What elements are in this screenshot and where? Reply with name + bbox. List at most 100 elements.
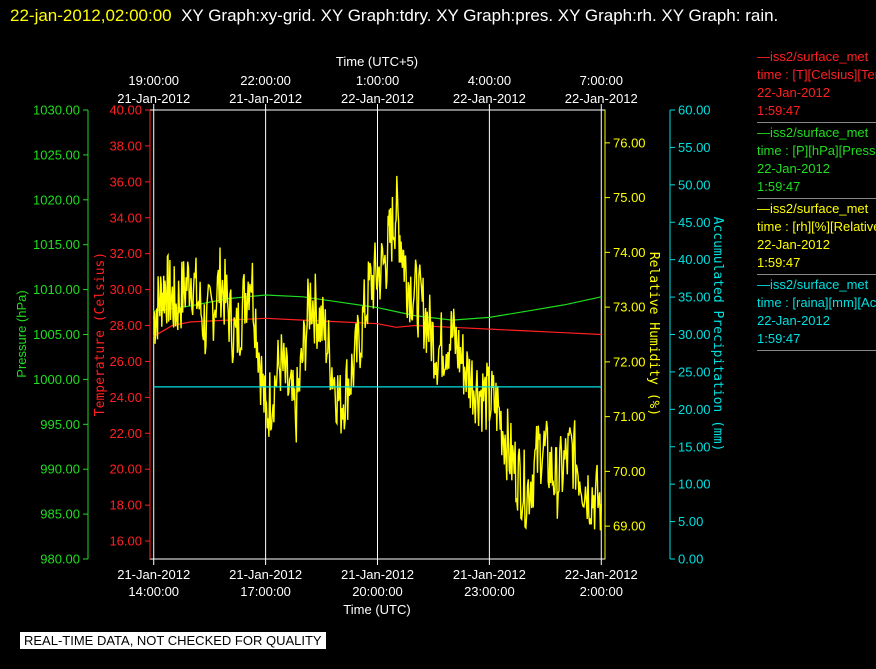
rh-tick-label: 72.00 <box>613 354 646 369</box>
rh-tick-label: 69.00 <box>613 519 646 534</box>
legend-name: —iss2/surface_met <box>757 125 869 140</box>
pressure-tick-label: 1030.00 <box>33 103 80 118</box>
legend-field: time : [T][Celsius][Temp] <box>757 67 876 82</box>
legend-field: time : [rh][%][Relative] <box>757 219 876 234</box>
legend-field: time : [raina][mm][Accum] <box>757 295 876 310</box>
pressure-tick-label: 1020.00 <box>33 192 80 207</box>
legend-time: 1:59:47 <box>757 331 801 346</box>
series-line-pres <box>153 294 602 321</box>
legend-time: 1:59:47 <box>757 103 801 118</box>
grid-lines <box>153 110 602 559</box>
precip-tick-label: 30.00 <box>678 327 711 342</box>
top-tick-date: 22-Jan-2012 <box>341 91 414 106</box>
legend-name: —iss2/surface_met <box>757 201 869 216</box>
temperature-tick-label: 28.00 <box>109 318 142 333</box>
bottom-tick-time: 2:00:00 <box>580 584 623 599</box>
legend-date: 22-Jan-2012 <box>757 237 830 252</box>
pressure-tick-label: 1025.00 <box>33 147 80 162</box>
legend-date: 22-Jan-2012 <box>757 85 830 100</box>
legend-date: 22-Jan-2012 <box>757 161 830 176</box>
legend-date: 22-Jan-2012 <box>757 313 830 328</box>
temperature-tick-label: 32.00 <box>109 246 142 261</box>
pressure-tick-label: 1015.00 <box>33 237 80 252</box>
bottom-tick-date: 21-Jan-2012 <box>229 567 302 582</box>
precip-tick-label: 0.00 <box>678 552 703 567</box>
precip-tick-label: 60.00 <box>678 103 711 118</box>
series-line-rh <box>153 175 602 531</box>
precip-tick-label: 50.00 <box>678 177 711 192</box>
title-graph-list: XY Graph:xy-grid. XY Graph:tdry. XY Grap… <box>181 6 779 25</box>
precip-tick-label: 15.00 <box>678 439 711 454</box>
top-tick-time: 22:00:00 <box>240 73 291 88</box>
precip-axis-label: Accumulated Precipitation (mm) <box>710 217 725 452</box>
quality-warning-banner: REAL-TIME DATA, NOT CHECKED FOR QUALITY <box>20 632 326 649</box>
precip-tick-label: 55.00 <box>678 140 711 155</box>
bottom-tick-date: 21-Jan-2012 <box>341 567 414 582</box>
bottom-axis-label: Time (UTC) <box>343 602 410 617</box>
precip-tick-label: 5.00 <box>678 514 703 529</box>
top-tick-date: 22-Jan-2012 <box>453 91 526 106</box>
legend-time: 1:59:47 <box>757 255 801 270</box>
pressure-tick-label: 995.00 <box>40 417 80 432</box>
temperature-tick-label: 38.00 <box>109 138 142 153</box>
legend-name: —iss2/surface_met <box>757 277 869 292</box>
temperature-tick-label: 18.00 <box>109 498 142 513</box>
top-tick-date: 21-Jan-2012 <box>117 91 190 106</box>
precip-tick-label: 20.00 <box>678 402 711 417</box>
top-tick-date: 22-Jan-2012 <box>565 91 638 106</box>
temperature-tick-label: 16.00 <box>109 534 142 549</box>
temperature-tick-label: 24.00 <box>109 390 142 405</box>
bottom-tick-date: 21-Jan-2012 <box>117 567 190 582</box>
bottom-tick-date: 21-Jan-2012 <box>453 567 526 582</box>
temperature-tick-label: 40.00 <box>109 103 142 118</box>
rh-tick-label: 70.00 <box>613 464 646 479</box>
precip-tick-label: 25.00 <box>678 364 711 379</box>
bottom-tick-time: 17:00:00 <box>240 584 291 599</box>
page-title: 22-jan-2012,02:00:00 XY Graph:xy-grid. X… <box>10 2 850 30</box>
axes: 21-Jan-2012 14:00:00 21-Jan-2012 17:00:00 21… <box>33 73 711 599</box>
top-tick-time: 19:00:00 <box>128 73 179 88</box>
precip-tick-label: 10.00 <box>678 477 711 492</box>
legend-name: —iss2/surface_met <box>757 49 869 64</box>
pressure-tick-label: 980.00 <box>40 552 80 567</box>
pressure-tick-label: 1000.00 <box>33 372 80 387</box>
legend-time: 1:59:47 <box>757 179 801 194</box>
pressure-tick-label: 1010.00 <box>33 282 80 297</box>
rh-tick-label: 75.00 <box>613 190 646 205</box>
rh-tick-label: 71.00 <box>613 409 646 424</box>
bottom-tick-time: 23:00:00 <box>464 584 515 599</box>
temperature-tick-label: 36.00 <box>109 174 142 189</box>
rh-tick-label: 73.00 <box>613 300 646 315</box>
precip-tick-label: 45.00 <box>678 215 711 230</box>
rh-axis-label: Relative Humidity (%) <box>646 252 661 416</box>
temperature-tick-label: 22.00 <box>109 426 142 441</box>
top-tick-date: 21-Jan-2012 <box>229 91 302 106</box>
temperature-tick-label: 26.00 <box>109 354 142 369</box>
bottom-tick-time: 14:00:00 <box>128 584 179 599</box>
pressure-axis-label: Pressure (hPa) <box>14 290 29 377</box>
top-axis-label: Time (UTC+5) <box>336 54 418 69</box>
temperature-tick-label: 20.00 <box>109 462 142 477</box>
bottom-tick-date: 22-Jan-2012 <box>565 567 638 582</box>
top-tick-time: 4:00:00 <box>468 73 511 88</box>
temperature-tick-label: 30.00 <box>109 282 142 297</box>
rh-tick-label: 76.00 <box>613 135 646 150</box>
bottom-tick-time: 20:00:00 <box>352 584 403 599</box>
temperature-axis-label: Temperature (Celsius) <box>93 252 108 416</box>
temperature-tick-label: 34.00 <box>109 210 142 225</box>
precip-tick-label: 40.00 <box>678 252 711 267</box>
top-tick-time: 7:00:00 <box>580 73 623 88</box>
top-tick-time: 1:00:00 <box>356 73 399 88</box>
precip-tick-label: 35.00 <box>678 290 711 305</box>
series-lines <box>153 175 602 531</box>
pressure-tick-label: 1005.00 <box>33 327 80 342</box>
rh-tick-label: 74.00 <box>613 245 646 260</box>
legend-field: time : [P][hPa][Pressure] <box>757 143 876 158</box>
pressure-tick-label: 985.00 <box>40 507 80 522</box>
